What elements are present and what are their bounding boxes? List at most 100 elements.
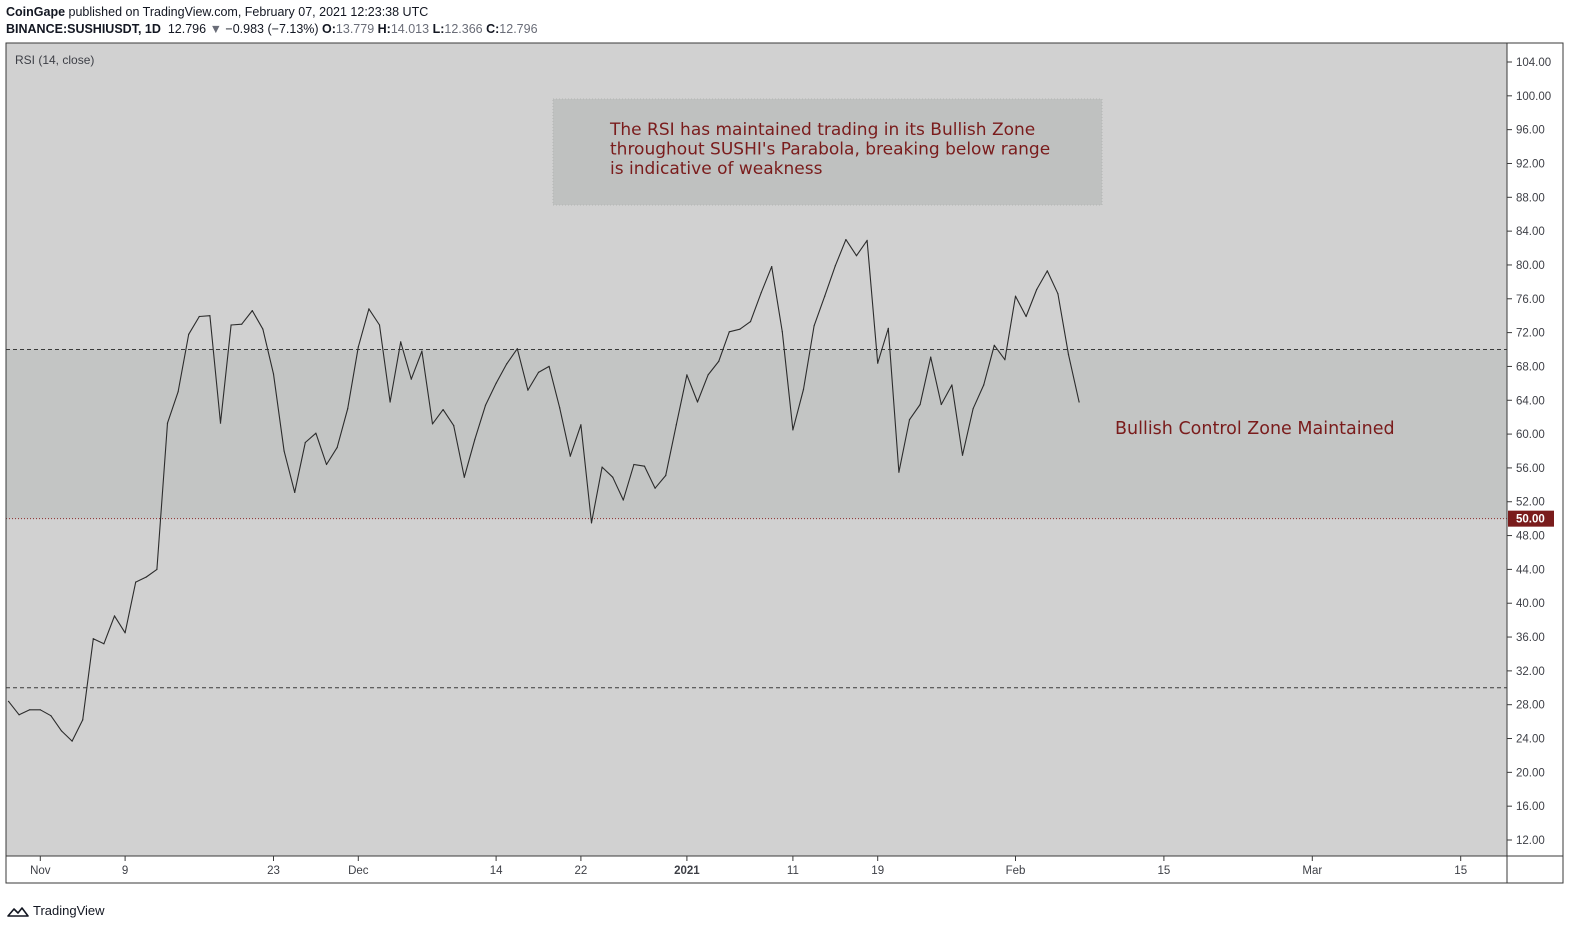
rsi-point [919,403,921,406]
rsi-point [983,384,985,386]
price-axis-label: 40.00 [1516,598,1545,610]
rsi-point [665,474,667,477]
high-value: 14.013 [390,22,430,36]
rsi-point [198,315,200,318]
rsi-point [908,419,911,421]
rsi-point [686,374,688,376]
rsi-point [845,239,847,241]
note-callout: The RSI has maintained trading in its Bu… [552,98,1103,206]
rsi-data-points [7,239,1080,742]
price-axis-label: 104.00 [1516,57,1551,69]
price-axis-label: 52.00 [1516,497,1545,509]
rsi-point [166,422,169,424]
price-axis-label: 80.00 [1516,260,1545,272]
time-axis-label: Feb [1006,865,1026,877]
rsi-point [378,324,381,326]
rsi-point [272,373,275,375]
price-axis-label: 20.00 [1516,767,1545,779]
price-axis-label: 72.00 [1516,328,1545,340]
rsi-point [643,465,646,467]
rsi-point [516,348,518,350]
time-axis-label: 15 [1158,865,1171,877]
time-axis-label: 9 [122,865,128,877]
tradingview-brand[interactable]: TradingView [33,903,105,918]
rsi-point [622,499,624,501]
rsi-point [294,491,296,493]
middle-level-badge: 50.00 [1508,510,1554,527]
rsi-point [612,476,614,478]
rsi-point [283,450,285,452]
rsi-point [866,239,868,241]
rsi-point [675,424,677,426]
rsi-point [389,401,391,403]
time-axis-label: 19 [871,865,884,877]
price-axis-label: 60.00 [1516,429,1545,441]
rsi-point [113,615,116,617]
time-axis-label: 15 [1454,865,1467,877]
rsi-point [241,323,243,325]
rsi-point [421,350,423,352]
rsi-point [887,327,889,329]
time-axis-label: 22 [575,865,588,877]
rsi-point [951,384,953,386]
rsi-point [357,346,359,348]
price-axis-label: 16.00 [1516,801,1545,813]
rsi-point [400,341,402,343]
rsi-point [103,643,105,645]
price-axis-label: 48.00 [1516,531,1545,543]
rsi-point [347,408,349,410]
time-axis-label: Dec [348,865,369,877]
rsi-point [336,447,338,449]
rsi-point [930,356,932,358]
rsi-point [1036,288,1038,291]
price-axis-label: 76.00 [1516,294,1545,306]
rsi-point [431,423,434,425]
rsi-point [771,266,773,268]
rsi-point [39,709,41,711]
price-axis-label: 24.00 [1516,734,1545,746]
rsi-point [1025,315,1027,318]
middle-level-badge-bg [1508,510,1554,527]
rsi-point [898,471,900,473]
rsi-point [1078,401,1080,403]
rsi-point [824,295,826,297]
rsi-point [484,404,487,406]
price-axis[interactable]: 104.00 100.00 96.00 92.00 88.00 84.00 80.00 76.… [1507,57,1551,847]
time-axis-label: Mar [1302,865,1322,877]
rsi-point [1014,295,1017,297]
price-change: −0.983 (−7.13%) [225,22,319,36]
rsi-point [728,331,730,333]
rsi-point [262,328,264,330]
price-axis-label: 12.00 [1516,835,1545,847]
chart-header: CoinGape published on TradingView.com, F… [6,4,538,38]
rsi-point [781,331,783,333]
price-axis-label: 88.00 [1516,192,1545,204]
rsi-point [760,292,762,294]
time-axis[interactable]: Nov 9 23 Dec 14 22 2021 11 19 Feb 15 Mar 15 [30,856,1467,877]
rsi-point [304,441,306,444]
rsi-point [792,429,794,431]
publisher-name: CoinGape [6,5,66,19]
tradingview-logo-icon [7,906,29,917]
rsi-point [633,463,635,466]
note-text-line-1: The RSI has maintained trading in its Bu… [609,120,1035,140]
rsi-point [495,382,497,384]
rsi-point [145,576,147,578]
rsi-point [156,568,158,571]
middle-level-badge-text: 50.00 [1516,514,1545,526]
rsi-series-line [8,239,1080,742]
close-value: 12.796 [499,22,538,36]
price-axis-label: 32.00 [1516,666,1545,678]
time-axis-label: 23 [267,865,280,877]
rsi-point [188,333,190,335]
rsi-point [18,714,20,716]
time-axis-label: 2021 [674,865,700,877]
rsi-point [749,321,752,323]
footer: TradingView [7,903,105,918]
price-axis-label: 44.00 [1516,564,1545,576]
rsi-point [219,422,222,424]
rsi-point [813,325,815,327]
low-label: L: [432,22,445,36]
rsi-point [1067,354,1070,356]
rsi-point [601,466,603,468]
